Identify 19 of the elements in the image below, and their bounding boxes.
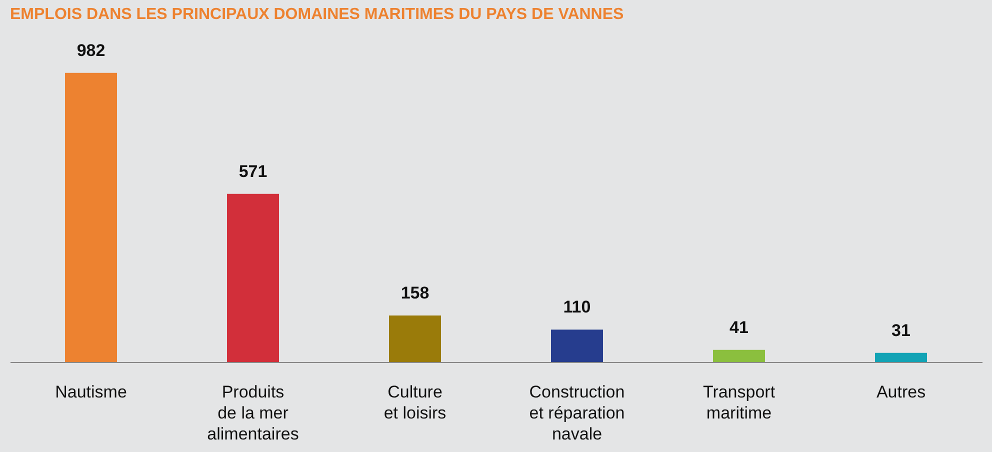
data-label: 158 [400, 283, 430, 302]
bar [389, 315, 441, 362]
x-tick-label: Nautisme [55, 382, 127, 402]
data-label: 110 [563, 298, 591, 317]
x-tick-label: Construction et réparation navale [529, 382, 625, 444]
x-tick-label: Transport maritime [702, 382, 776, 422]
bar [551, 330, 603, 362]
data-label: 571 [238, 162, 268, 181]
bar [713, 350, 765, 362]
data-label: 982 [76, 40, 106, 60]
data-label: 31 [892, 320, 910, 340]
bar [227, 194, 279, 362]
x-tick-label: Culture et loisirs [384, 382, 446, 422]
bar [875, 352, 927, 362]
x-tick-label: Produits de la mer alimentaires [207, 382, 299, 444]
data-label: 41 [730, 318, 748, 337]
x-tick-label: Autres [876, 382, 926, 402]
bar [65, 72, 117, 362]
chart-title: EMPLOIS DANS LES PRINCIPAUX DOMAINES MARITIMES DU PAYS DE VANNES [10, 6, 624, 23]
